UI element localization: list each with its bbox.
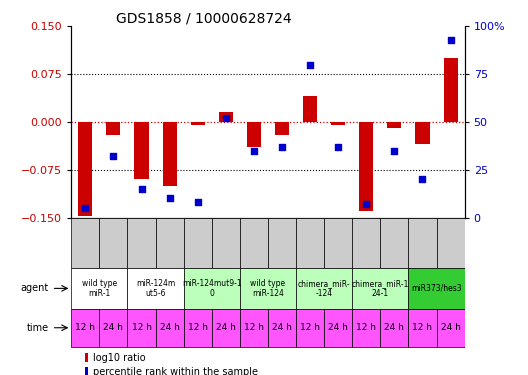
Bar [324, 309, 352, 347]
Bar [275, 122, 289, 135]
Bar [86, 353, 88, 362]
Point [390, 147, 399, 154]
Bar [352, 217, 380, 268]
Text: 24 h: 24 h [272, 323, 292, 332]
Text: 24 h: 24 h [384, 323, 404, 332]
Bar [86, 367, 88, 375]
Text: 24 h: 24 h [441, 323, 460, 332]
Bar [240, 309, 268, 347]
Point [81, 205, 90, 211]
Point [418, 176, 427, 182]
Bar [444, 58, 458, 122]
Bar [296, 268, 352, 309]
Text: 24 h: 24 h [328, 323, 348, 332]
Text: percentile rank within the sample: percentile rank within the sample [93, 367, 258, 375]
Bar [331, 122, 345, 125]
Text: GDS1858 / 10000628724: GDS1858 / 10000628724 [116, 11, 292, 25]
Bar [184, 309, 212, 347]
Text: miR373/hes3: miR373/hes3 [411, 284, 462, 293]
Bar [219, 112, 233, 122]
Bar [212, 309, 240, 347]
Point [109, 153, 118, 159]
Text: chimera_miR-
-124: chimera_miR- -124 [298, 279, 351, 298]
Bar [156, 309, 184, 347]
Bar [99, 217, 127, 268]
Bar [409, 217, 437, 268]
Point [362, 201, 371, 207]
Text: miR-124mut9-1
0: miR-124mut9-1 0 [182, 279, 242, 298]
Text: agent: agent [21, 284, 49, 293]
Bar [324, 217, 352, 268]
Text: 24 h: 24 h [216, 323, 235, 332]
Point [446, 37, 455, 43]
Bar [296, 309, 324, 347]
Text: 12 h: 12 h [356, 323, 376, 332]
Bar [268, 217, 296, 268]
Bar [352, 268, 409, 309]
Bar [437, 217, 465, 268]
Bar [380, 217, 409, 268]
Text: miR-124m
ut5-6: miR-124m ut5-6 [136, 279, 175, 298]
Text: log10 ratio: log10 ratio [93, 352, 146, 363]
Text: wild type
miR-124: wild type miR-124 [250, 279, 286, 298]
Text: 12 h: 12 h [188, 323, 208, 332]
Bar [78, 122, 92, 216]
Bar [352, 309, 380, 347]
Text: wild type
miR-1: wild type miR-1 [82, 279, 117, 298]
Bar [437, 309, 465, 347]
Bar [71, 309, 99, 347]
Bar [71, 268, 127, 309]
Point [306, 62, 314, 68]
Bar [359, 122, 373, 211]
Bar [296, 217, 324, 268]
Bar [135, 122, 148, 179]
Bar [268, 309, 296, 347]
Bar [191, 122, 205, 125]
Bar [380, 309, 409, 347]
Text: chimera_miR-1
24-1: chimera_miR-1 24-1 [352, 279, 409, 298]
Text: 24 h: 24 h [159, 323, 180, 332]
Bar [388, 122, 401, 128]
Point [222, 115, 230, 121]
Bar [303, 96, 317, 122]
Point [334, 144, 343, 150]
Text: 12 h: 12 h [76, 323, 96, 332]
Text: time: time [27, 323, 49, 333]
Point [193, 199, 202, 205]
Bar [247, 122, 261, 147]
Bar [409, 309, 437, 347]
Point [250, 147, 258, 154]
Bar [163, 122, 177, 186]
Bar [416, 122, 429, 144]
Bar [184, 268, 240, 309]
Text: 24 h: 24 h [103, 323, 124, 332]
Bar [409, 268, 465, 309]
Bar [127, 309, 156, 347]
Text: 12 h: 12 h [300, 323, 320, 332]
Bar [184, 217, 212, 268]
Point [137, 186, 146, 192]
Bar [212, 217, 240, 268]
Point [165, 195, 174, 201]
Bar [99, 309, 127, 347]
Bar [240, 217, 268, 268]
Text: 12 h: 12 h [131, 323, 152, 332]
Point [278, 144, 286, 150]
Bar [71, 217, 99, 268]
Text: 12 h: 12 h [412, 323, 432, 332]
Bar [240, 268, 296, 309]
Text: 12 h: 12 h [244, 323, 264, 332]
Bar [107, 122, 120, 135]
Bar [156, 217, 184, 268]
Bar [127, 268, 184, 309]
Bar [127, 217, 156, 268]
